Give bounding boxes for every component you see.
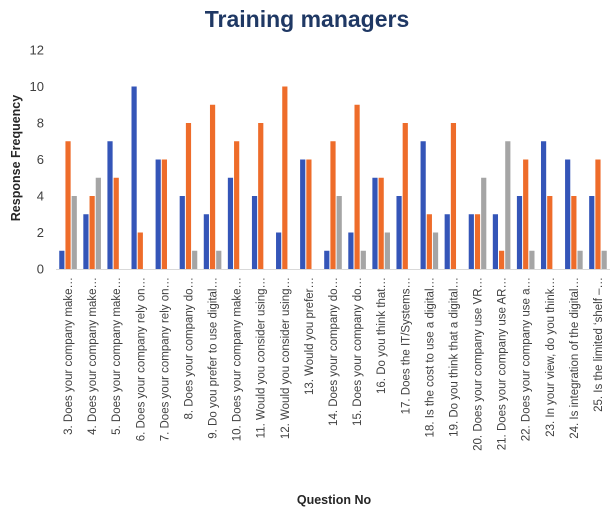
y-tick-label: 2 <box>37 225 44 240</box>
x-category-label: 12. Would you consider using… <box>280 277 292 439</box>
bar-series-2-16 <box>426 214 432 269</box>
x-category-label: 5. Does your company make… <box>111 277 123 435</box>
bar-series-1-5 <box>155 159 161 269</box>
x-category-label: 24. Is integration of the digital… <box>569 277 581 439</box>
x-category-label: 17. Does the IT/Systems… <box>400 277 412 414</box>
bar-series-3-2 <box>95 177 101 269</box>
x-category-label: 10. Does your company make… <box>232 277 244 441</box>
x-category-label: 11. Would you consider using… <box>256 277 268 438</box>
x-category-label: 9. Do you prefer to use digital… <box>208 277 220 439</box>
bar-series-2-22 <box>571 196 577 269</box>
x-category-label: 20. Does your company use VR… <box>473 277 485 451</box>
x-category-label: 7. Does your company rely on… <box>159 277 171 441</box>
x-category-label: 15. Does your company do… <box>352 277 364 426</box>
bar-series-3-16 <box>432 232 439 269</box>
bar-series-3-18 <box>481 177 487 269</box>
bar-series-2-20 <box>523 159 529 269</box>
bar-series-3-23 <box>601 250 607 269</box>
bar-series-2-10 <box>282 86 288 269</box>
x-category-label: 13. Would you prefer… <box>304 277 316 395</box>
x-category-label: 21. Does your company use AR… <box>497 277 509 450</box>
bar-series-1-10 <box>276 232 282 269</box>
bar-series-1-21 <box>540 141 547 269</box>
bar-series-1-8 <box>227 177 234 269</box>
bar-series-1-11 <box>300 159 306 269</box>
bar-series-2-23 <box>595 159 601 269</box>
bar-series-1-7 <box>203 214 209 269</box>
x-category-label: 4. Does your company make… <box>87 277 99 435</box>
x-category-label: 3. Does your company make… <box>63 277 75 435</box>
bar-series-2-18 <box>474 214 481 269</box>
bar-series-1-1 <box>59 250 65 269</box>
bar-series-3-14 <box>384 232 390 269</box>
bar-series-1-18 <box>468 214 474 269</box>
y-tick-label: 4 <box>37 189 44 204</box>
bar-series-1-17 <box>444 214 450 269</box>
bar-series-2-7 <box>209 104 216 269</box>
bar-series-3-7 <box>216 250 222 269</box>
y-tick-label: 8 <box>37 116 44 131</box>
y-tick-label: 0 <box>37 262 44 277</box>
bar-series-2-9 <box>258 123 264 269</box>
x-category-label: 22. Does your company use a… <box>521 277 533 441</box>
bar-series-1-14 <box>372 177 378 269</box>
y-axis-title: Response Frequency <box>9 95 23 221</box>
x-category-label: 8. Does your company do… <box>183 277 195 420</box>
bar-series-2-21 <box>547 196 553 269</box>
x-category-label: 18. Is the cost to use a digital… <box>424 277 436 437</box>
bar-series-1-19 <box>492 214 499 269</box>
bar-series-3-1 <box>71 196 77 269</box>
bar-series-2-4 <box>137 232 143 269</box>
bar-series-2-17 <box>450 123 457 269</box>
bar-series-3-20 <box>529 250 535 269</box>
x-category-label: 19. Do you think that a digital… <box>448 277 460 437</box>
y-tick-label: 12 <box>30 43 44 58</box>
bar-series-1-12 <box>324 250 330 269</box>
bar-series-1-6 <box>179 196 185 269</box>
x-axis-title: Question No <box>297 493 372 507</box>
x-category-label: 16. Do you think that… <box>376 277 388 394</box>
bar-series-2-6 <box>185 123 192 269</box>
bar-series-2-1 <box>65 141 71 269</box>
chart-title: Training managers <box>204 6 410 32</box>
bar-series-1-4 <box>131 86 137 269</box>
bar-series-1-2 <box>83 214 89 269</box>
x-category-label: 6. Does your company rely on… <box>135 277 147 441</box>
bar-series-2-13 <box>354 104 360 269</box>
bar-series-1-22 <box>565 159 571 269</box>
bar-series-2-2 <box>89 196 95 269</box>
y-tick-label: 10 <box>30 79 44 94</box>
bar-series-3-12 <box>336 196 342 269</box>
bar-series-2-12 <box>330 141 336 269</box>
bar-series-1-15 <box>396 196 402 269</box>
x-category-label: 23. In your view, do you think… <box>545 277 557 437</box>
bar-series-1-9 <box>251 196 258 269</box>
bar-series-1-23 <box>589 196 595 269</box>
x-category-label: 14. Does your company do… <box>328 277 340 426</box>
bar-series-3-19 <box>505 141 511 269</box>
bar-series-3-13 <box>360 250 366 269</box>
bar-series-2-14 <box>378 177 384 269</box>
bar-series-2-3 <box>113 177 119 269</box>
y-tick-label: 6 <box>37 152 44 167</box>
bar-series-1-13 <box>348 232 354 269</box>
bar-series-3-6 <box>192 250 198 269</box>
bar-series-1-3 <box>107 141 113 269</box>
bar-series-1-16 <box>420 141 426 269</box>
bar-series-2-15 <box>402 123 408 269</box>
bar-series-1-20 <box>516 196 523 269</box>
bar-series-2-5 <box>161 159 167 269</box>
bar-series-2-11 <box>306 159 312 269</box>
x-category-label: 25. Is the limited ‘shelf –… <box>593 277 605 412</box>
bar-series-2-8 <box>234 141 240 269</box>
bar-series-2-19 <box>499 250 505 269</box>
bar-series-3-22 <box>577 250 583 269</box>
